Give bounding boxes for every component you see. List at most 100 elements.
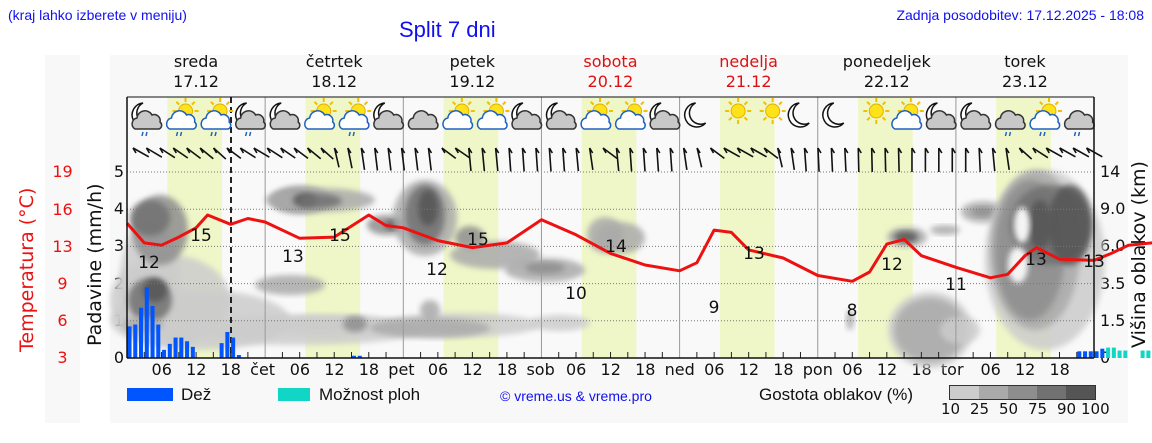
day-date: 23.12 xyxy=(1001,72,1048,91)
temperature-label: 12 xyxy=(426,260,448,280)
density-tick: 25 xyxy=(970,400,990,418)
time-tick: 06 xyxy=(427,360,449,379)
wind-barbs-row xyxy=(132,147,1103,172)
sun-cloud-icon xyxy=(580,98,613,130)
temperature-label: 8 xyxy=(847,301,858,321)
rain-legend-swatch xyxy=(127,388,173,401)
x-tick-marks xyxy=(143,352,1078,358)
time-tick: 06 xyxy=(704,360,725,379)
precipitation-bars xyxy=(127,287,1151,358)
sun-cloud-icon xyxy=(442,98,475,130)
moon-icon xyxy=(684,102,707,128)
temperature-label: 11 xyxy=(945,275,967,295)
density-tick: 100 xyxy=(1081,400,1110,418)
sun-icon xyxy=(725,98,752,124)
cloud-height-tick: 14 xyxy=(1100,162,1121,181)
rain-legend-label: Dež xyxy=(181,385,212,404)
sun-cloud-icon xyxy=(304,98,337,130)
sun-cloud-icon xyxy=(614,98,648,130)
temperature-label: 13 xyxy=(743,244,765,264)
storm-legend-label: Možnost ploh xyxy=(319,385,421,404)
day-name: sobota xyxy=(583,52,638,71)
day-header: petek 19.12 xyxy=(403,52,541,92)
temperature-label: 14 xyxy=(605,237,627,257)
cloud-density-scale xyxy=(949,385,1096,400)
precipitation-tick: 3 xyxy=(113,236,124,256)
day-date: 19.12 xyxy=(449,72,496,91)
day-name: sreda xyxy=(173,52,219,71)
density-swatch xyxy=(1037,386,1066,399)
time-tick: 06 xyxy=(565,360,587,379)
time-tick: sob xyxy=(526,360,555,379)
time-tick: 18 xyxy=(496,360,518,379)
temperature-label: 12 xyxy=(138,253,160,273)
moon-cloud-icon xyxy=(511,102,543,130)
time-tick: 18 xyxy=(358,360,380,379)
page-title: Split 7 dni xyxy=(399,17,496,42)
temperature-label: 10 xyxy=(565,284,587,304)
temperature-tick: 9 xyxy=(57,274,68,293)
day-name: petek xyxy=(449,52,495,71)
density-swatch xyxy=(979,386,1008,399)
cloud-icon xyxy=(407,110,439,130)
temperature-label: 13 xyxy=(1025,250,1047,270)
temperature-tick: 16 xyxy=(52,200,73,219)
precipitation-tick: 5 xyxy=(113,162,124,181)
temperature-label: 13 xyxy=(282,247,304,267)
temperature-tick: 6 xyxy=(57,311,68,330)
temperature-axis-panel xyxy=(45,55,80,423)
cloud-height-tick: 0 xyxy=(1100,348,1111,367)
grid-lines xyxy=(127,171,1094,322)
temperature-label: 15 xyxy=(190,226,212,246)
time-tick: 06 xyxy=(151,360,172,379)
temperature-tick: 3 xyxy=(57,348,68,367)
cloud-rain-icon xyxy=(994,110,1026,137)
day-date: 18.12 xyxy=(311,72,358,91)
day-header: sobota 20.12 xyxy=(541,52,679,92)
density-tick: 90 xyxy=(1057,400,1077,418)
sun-icon xyxy=(863,98,890,124)
moon-icon xyxy=(822,102,845,128)
time-tick: 12 xyxy=(1014,360,1036,379)
time-tick: 12 xyxy=(876,360,898,379)
sun-cloud-rain-icon xyxy=(1029,98,1062,137)
time-tick: 12 xyxy=(738,360,760,379)
day-header: četrtek 18.12 xyxy=(265,52,403,92)
temperature-tick: 19 xyxy=(52,162,73,181)
day-header: nedelja 21.12 xyxy=(680,52,818,92)
time-tick: 18 xyxy=(1049,360,1070,379)
temperature-label: 15 xyxy=(467,230,489,250)
last-update: Zadnja posodobitev: 17.12.2025 - 18:08 xyxy=(896,7,1144,23)
moon-cloud-icon xyxy=(545,102,577,130)
temperature-line xyxy=(125,213,1152,283)
day-name: torek xyxy=(1004,52,1046,71)
day-header: torek 23.12 xyxy=(956,52,1094,92)
storm-legend-swatch xyxy=(278,388,310,401)
sun-cloud-rain-icon xyxy=(200,98,234,137)
time-tick: 12 xyxy=(462,360,483,379)
precipitation-tick: 0 xyxy=(113,348,124,367)
temperature-tick: 13 xyxy=(52,237,73,256)
day-date: 17.12 xyxy=(173,72,219,91)
day-header: sreda 17.12 xyxy=(127,52,265,92)
sun-cloud-rain-icon xyxy=(165,98,199,137)
day-date: 22.12 xyxy=(863,72,910,91)
copyright-link[interactable]: © vreme.us & vreme.pro xyxy=(500,388,652,404)
moon-icon xyxy=(787,102,810,128)
time-tick: 18 xyxy=(635,360,656,379)
time-tick: 12 xyxy=(600,360,621,379)
density-tick: 75 xyxy=(1028,400,1048,418)
precipitation-tick: 4 xyxy=(113,199,124,219)
temperature-label: 9 xyxy=(709,298,720,318)
day-name: nedelja xyxy=(719,52,778,71)
cloud-height-tick: 9.0 xyxy=(1100,199,1126,219)
moon-cloud-icon xyxy=(960,102,992,130)
time-tick: pet xyxy=(388,360,415,379)
time-tick: 12 xyxy=(186,360,207,379)
time-tick: 12 xyxy=(324,360,345,379)
density-swatch xyxy=(1066,386,1095,399)
day-date: 21.12 xyxy=(725,72,772,91)
density-swatch xyxy=(950,386,979,399)
